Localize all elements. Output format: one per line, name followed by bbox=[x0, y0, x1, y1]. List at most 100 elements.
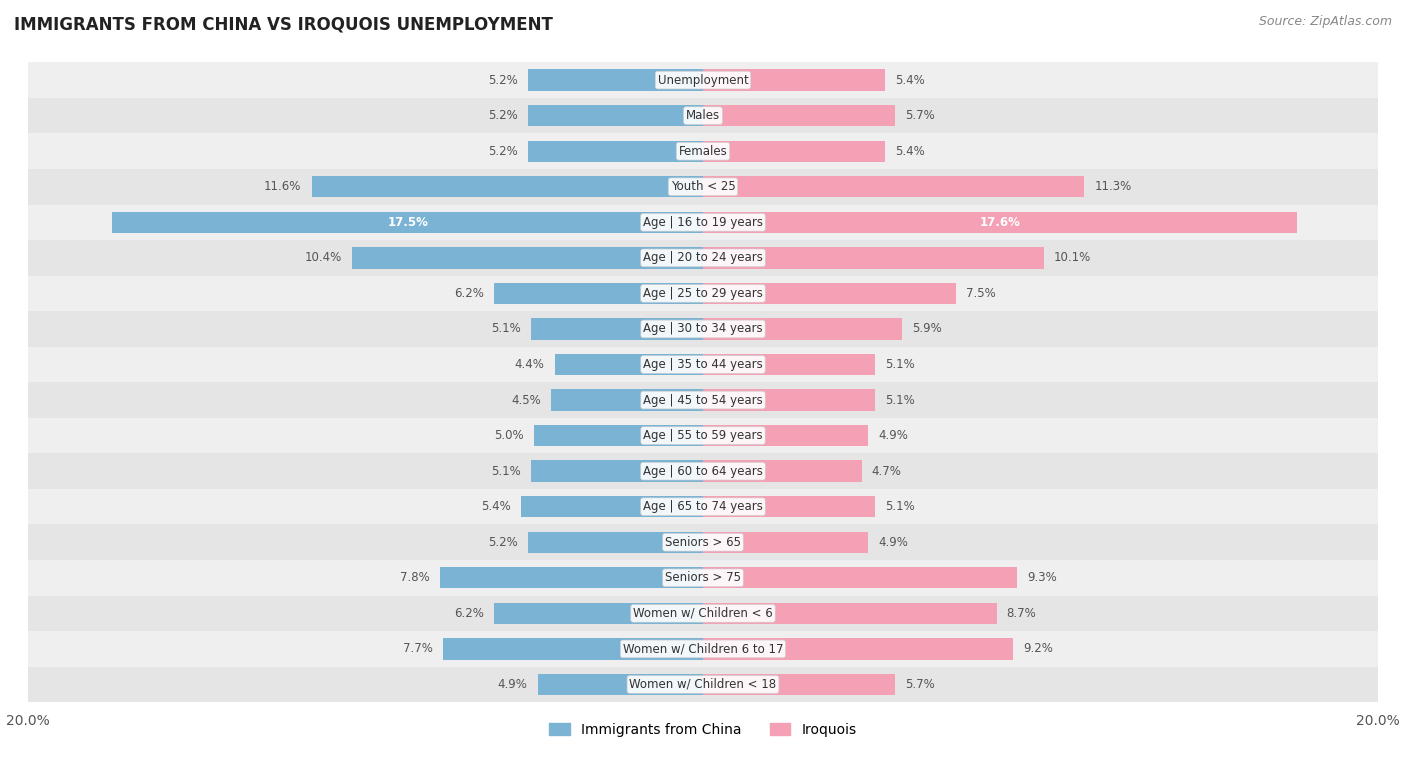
Text: 5.4%: 5.4% bbox=[481, 500, 510, 513]
Text: 5.1%: 5.1% bbox=[886, 358, 915, 371]
Bar bbox=[28, 631, 1378, 667]
Bar bbox=[703, 318, 903, 340]
Bar bbox=[494, 603, 703, 624]
Text: Age | 45 to 54 years: Age | 45 to 54 years bbox=[643, 394, 763, 407]
Text: 5.9%: 5.9% bbox=[912, 322, 942, 335]
Bar bbox=[28, 62, 1378, 98]
Text: 8.7%: 8.7% bbox=[1007, 607, 1036, 620]
Text: 7.7%: 7.7% bbox=[404, 643, 433, 656]
Text: 11.3%: 11.3% bbox=[1094, 180, 1132, 193]
Text: Seniors > 75: Seniors > 75 bbox=[665, 572, 741, 584]
Bar bbox=[531, 460, 703, 481]
Bar bbox=[703, 212, 1296, 233]
Bar bbox=[28, 453, 1378, 489]
Text: Seniors > 65: Seniors > 65 bbox=[665, 536, 741, 549]
Text: Age | 20 to 24 years: Age | 20 to 24 years bbox=[643, 251, 763, 264]
Bar bbox=[312, 176, 703, 198]
Text: 4.4%: 4.4% bbox=[515, 358, 544, 371]
Bar bbox=[527, 105, 703, 126]
Text: Women w/ Children < 6: Women w/ Children < 6 bbox=[633, 607, 773, 620]
Text: 5.1%: 5.1% bbox=[491, 322, 520, 335]
Bar bbox=[703, 176, 1084, 198]
Text: Unemployment: Unemployment bbox=[658, 73, 748, 86]
Bar bbox=[531, 318, 703, 340]
Text: 6.2%: 6.2% bbox=[454, 287, 484, 300]
Text: Women w/ Children 6 to 17: Women w/ Children 6 to 17 bbox=[623, 643, 783, 656]
Text: Age | 60 to 64 years: Age | 60 to 64 years bbox=[643, 465, 763, 478]
Bar bbox=[28, 596, 1378, 631]
Text: Age | 16 to 19 years: Age | 16 to 19 years bbox=[643, 216, 763, 229]
Text: Age | 35 to 44 years: Age | 35 to 44 years bbox=[643, 358, 763, 371]
Text: 4.5%: 4.5% bbox=[512, 394, 541, 407]
Bar bbox=[551, 389, 703, 411]
Text: 5.2%: 5.2% bbox=[488, 73, 517, 86]
Bar bbox=[703, 389, 875, 411]
Text: 5.2%: 5.2% bbox=[488, 109, 517, 122]
Bar bbox=[28, 204, 1378, 240]
Bar bbox=[703, 567, 1017, 588]
Text: Age | 55 to 59 years: Age | 55 to 59 years bbox=[643, 429, 763, 442]
Text: 4.9%: 4.9% bbox=[879, 429, 908, 442]
Text: 5.1%: 5.1% bbox=[491, 465, 520, 478]
Text: Age | 30 to 34 years: Age | 30 to 34 years bbox=[643, 322, 763, 335]
Text: 4.7%: 4.7% bbox=[872, 465, 901, 478]
Bar bbox=[703, 70, 886, 91]
Bar bbox=[28, 133, 1378, 169]
Bar bbox=[703, 603, 997, 624]
Bar bbox=[494, 283, 703, 304]
Bar bbox=[527, 70, 703, 91]
Bar bbox=[534, 425, 703, 447]
Text: 7.5%: 7.5% bbox=[966, 287, 995, 300]
Text: 5.2%: 5.2% bbox=[488, 145, 517, 157]
Text: 5.1%: 5.1% bbox=[886, 394, 915, 407]
Text: 9.2%: 9.2% bbox=[1024, 643, 1053, 656]
Bar bbox=[28, 276, 1378, 311]
Text: Females: Females bbox=[679, 145, 727, 157]
Text: 17.5%: 17.5% bbox=[387, 216, 429, 229]
Bar bbox=[703, 674, 896, 695]
Text: Source: ZipAtlas.com: Source: ZipAtlas.com bbox=[1258, 15, 1392, 28]
Text: 7.8%: 7.8% bbox=[399, 572, 430, 584]
Text: Age | 25 to 29 years: Age | 25 to 29 years bbox=[643, 287, 763, 300]
Bar bbox=[28, 347, 1378, 382]
Bar bbox=[440, 567, 703, 588]
Bar bbox=[703, 531, 869, 553]
Text: Youth < 25: Youth < 25 bbox=[671, 180, 735, 193]
Text: 4.9%: 4.9% bbox=[879, 536, 908, 549]
Bar bbox=[527, 531, 703, 553]
Text: 5.7%: 5.7% bbox=[905, 678, 935, 691]
Bar bbox=[527, 141, 703, 162]
Bar bbox=[28, 311, 1378, 347]
Bar bbox=[703, 283, 956, 304]
Bar bbox=[28, 418, 1378, 453]
Bar bbox=[28, 169, 1378, 204]
Bar bbox=[352, 248, 703, 269]
Bar bbox=[112, 212, 703, 233]
Text: 5.4%: 5.4% bbox=[896, 73, 925, 86]
Text: 5.0%: 5.0% bbox=[495, 429, 524, 442]
Bar bbox=[520, 496, 703, 517]
Bar bbox=[443, 638, 703, 659]
Text: 10.4%: 10.4% bbox=[305, 251, 342, 264]
Text: 5.2%: 5.2% bbox=[488, 536, 517, 549]
Bar bbox=[703, 141, 886, 162]
Bar bbox=[537, 674, 703, 695]
Bar bbox=[703, 425, 869, 447]
Text: 11.6%: 11.6% bbox=[264, 180, 301, 193]
Text: 5.4%: 5.4% bbox=[896, 145, 925, 157]
Text: Males: Males bbox=[686, 109, 720, 122]
Bar bbox=[28, 525, 1378, 560]
Text: IMMIGRANTS FROM CHINA VS IROQUOIS UNEMPLOYMENT: IMMIGRANTS FROM CHINA VS IROQUOIS UNEMPL… bbox=[14, 15, 553, 33]
Text: 5.1%: 5.1% bbox=[886, 500, 915, 513]
Text: Women w/ Children < 18: Women w/ Children < 18 bbox=[630, 678, 776, 691]
Text: 5.7%: 5.7% bbox=[905, 109, 935, 122]
Bar bbox=[28, 240, 1378, 276]
Bar bbox=[703, 354, 875, 375]
Bar bbox=[703, 460, 862, 481]
Bar bbox=[28, 667, 1378, 702]
Text: Age | 65 to 74 years: Age | 65 to 74 years bbox=[643, 500, 763, 513]
Legend: Immigrants from China, Iroquois: Immigrants from China, Iroquois bbox=[544, 717, 862, 742]
Bar bbox=[703, 248, 1043, 269]
Text: 6.2%: 6.2% bbox=[454, 607, 484, 620]
Bar bbox=[703, 638, 1014, 659]
